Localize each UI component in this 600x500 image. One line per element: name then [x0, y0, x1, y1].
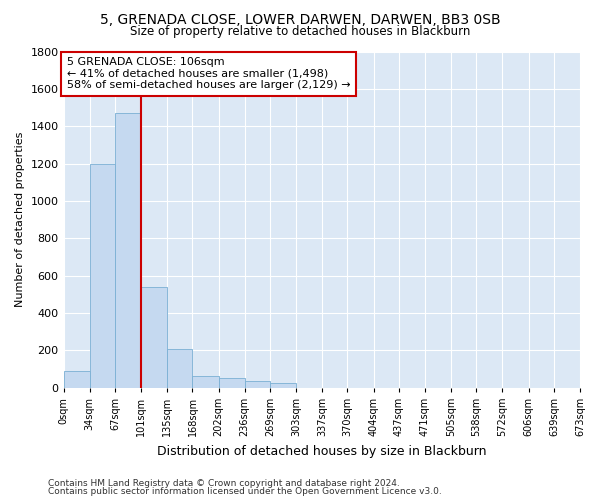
- Text: Size of property relative to detached houses in Blackburn: Size of property relative to detached ho…: [130, 25, 470, 38]
- Bar: [193, 376, 218, 388]
- Text: Contains public sector information licensed under the Open Government Licence v3: Contains public sector information licen…: [48, 487, 442, 496]
- Y-axis label: Number of detached properties: Number of detached properties: [15, 132, 25, 308]
- X-axis label: Distribution of detached houses by size in Blackburn: Distribution of detached houses by size …: [157, 444, 487, 458]
- Text: 5 GRENADA CLOSE: 106sqm
← 41% of detached houses are smaller (1,498)
58% of semi: 5 GRENADA CLOSE: 106sqm ← 41% of detache…: [67, 57, 350, 90]
- Text: Contains HM Land Registry data © Crown copyright and database right 2024.: Contains HM Land Registry data © Crown c…: [48, 478, 400, 488]
- Bar: [64, 371, 89, 388]
- Bar: [167, 350, 193, 388]
- Bar: [141, 287, 167, 388]
- Bar: [89, 164, 115, 388]
- Bar: [115, 113, 141, 388]
- Bar: [270, 383, 296, 388]
- Bar: [218, 378, 245, 388]
- Text: 5, GRENADA CLOSE, LOWER DARWEN, DARWEN, BB3 0SB: 5, GRENADA CLOSE, LOWER DARWEN, DARWEN, …: [100, 12, 500, 26]
- Bar: [245, 381, 270, 388]
